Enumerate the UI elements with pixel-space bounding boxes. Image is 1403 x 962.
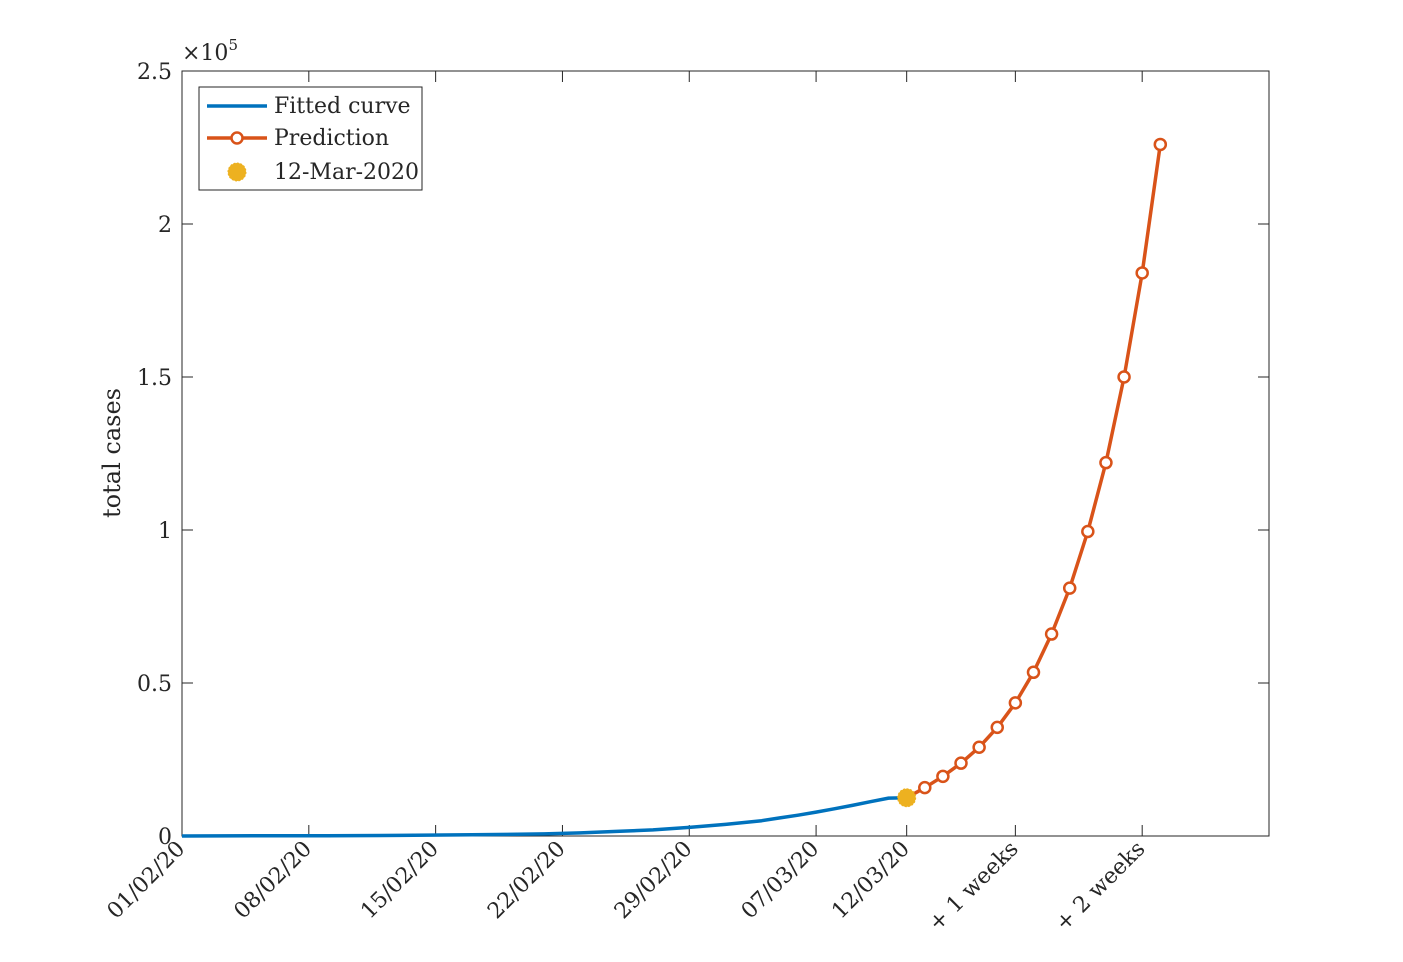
series-layer — [181, 137, 1168, 838]
y-exponent: ×105 — [182, 36, 238, 66]
y-tick-label: 2.5 — [137, 60, 172, 85]
prediction-point — [972, 740, 986, 755]
prediction-point — [1026, 665, 1041, 680]
x-tick-label: + 1 weeks — [924, 837, 1024, 937]
legend-marker-prediction — [230, 131, 244, 145]
legend-label-date: 12-Mar-2020 — [274, 160, 419, 185]
prediction-point — [936, 769, 950, 784]
x-tick-label: 12/03/20 — [827, 837, 915, 925]
y-tick-label: 1 — [158, 519, 172, 544]
prediction-point — [1062, 581, 1077, 595]
legend-marker-date — [227, 162, 247, 182]
x-tick-label: 15/02/20 — [356, 837, 444, 925]
axes-frame — [181, 70, 1270, 837]
prediction-point — [1008, 696, 1023, 710]
svg-text:×105: ×105 — [182, 36, 238, 66]
prediction-point — [1081, 524, 1095, 539]
y-exponent-base: ×10 — [182, 41, 228, 66]
plot-area: 0 0.5 1 1.5 2 2.5 01/02/20 08/02/20 15/02/20 22/… — [103, 60, 1270, 937]
y-axis-ticks: 0 0.5 1 1.5 2 2.5 — [137, 60, 1269, 850]
prediction-point — [1099, 455, 1113, 470]
y-tick-label: 0 — [158, 825, 172, 850]
prediction-point — [990, 720, 1004, 735]
prediction-point — [918, 780, 932, 795]
prediction-point — [1153, 137, 1168, 152]
x-tick-label: 07/03/20 — [737, 837, 825, 925]
prediction-point — [954, 756, 968, 770]
y-tick-label: 2 — [158, 213, 172, 238]
date-marker-point — [897, 788, 917, 808]
x-tick-label: 08/02/20 — [230, 837, 318, 925]
y-tick-label: 0.5 — [137, 672, 172, 697]
legend: Fitted curve Prediction 12-Mar-2020 — [198, 86, 423, 191]
legend-label-fitted: Fitted curve — [274, 94, 411, 119]
prediction-point — [1135, 266, 1149, 280]
y-tick-label: 1.5 — [137, 366, 172, 391]
series-line-0 — [181, 796, 907, 838]
x-tick-label: 22/02/20 — [483, 837, 571, 925]
legend-label-prediction: Prediction — [274, 126, 389, 151]
prediction-point — [1117, 370, 1131, 384]
x-tick-label: 29/02/20 — [610, 837, 698, 925]
x-tick-label: + 2 weeks — [1051, 837, 1151, 937]
y-axis-label: total cases — [98, 388, 126, 518]
y-exponent-power: 5 — [228, 36, 238, 54]
x-tick-label: 01/02/20 — [103, 837, 191, 925]
prediction-point — [1044, 627, 1059, 641]
